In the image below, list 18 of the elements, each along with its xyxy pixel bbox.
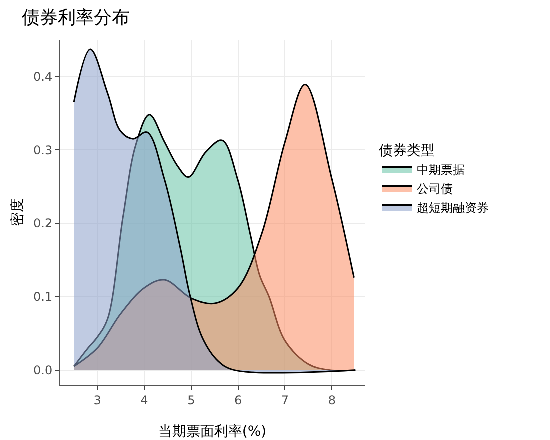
x-axis-title: 当期票面利率(%) [158, 424, 267, 440]
y-tick-label: 0.4 [34, 70, 53, 84]
y-axis-title: 密度 [10, 198, 26, 226]
x-tick-label: 7 [281, 393, 290, 408]
y-tick-label: 0.0 [34, 364, 53, 378]
x-tick-label: 3 [94, 393, 102, 408]
chart-title: 债券利率分布 [22, 8, 130, 29]
y-tick-label: 0.3 [34, 143, 53, 158]
y-tick-label: 0.2 [34, 216, 53, 231]
y-tick-label: 0.1 [34, 290, 53, 304]
legend-label: 中期票据 [417, 162, 466, 177]
x-tick-label: 8 [328, 393, 336, 408]
legend-label: 公司债 [417, 182, 454, 196]
x-tick-label: 5 [188, 393, 196, 408]
legend-title: 债券类型 [379, 142, 436, 159]
legend-label: 超短期融资券 [417, 200, 490, 215]
x-tick-label: 4 [140, 393, 148, 408]
x-tick-label: 6 [234, 393, 242, 408]
